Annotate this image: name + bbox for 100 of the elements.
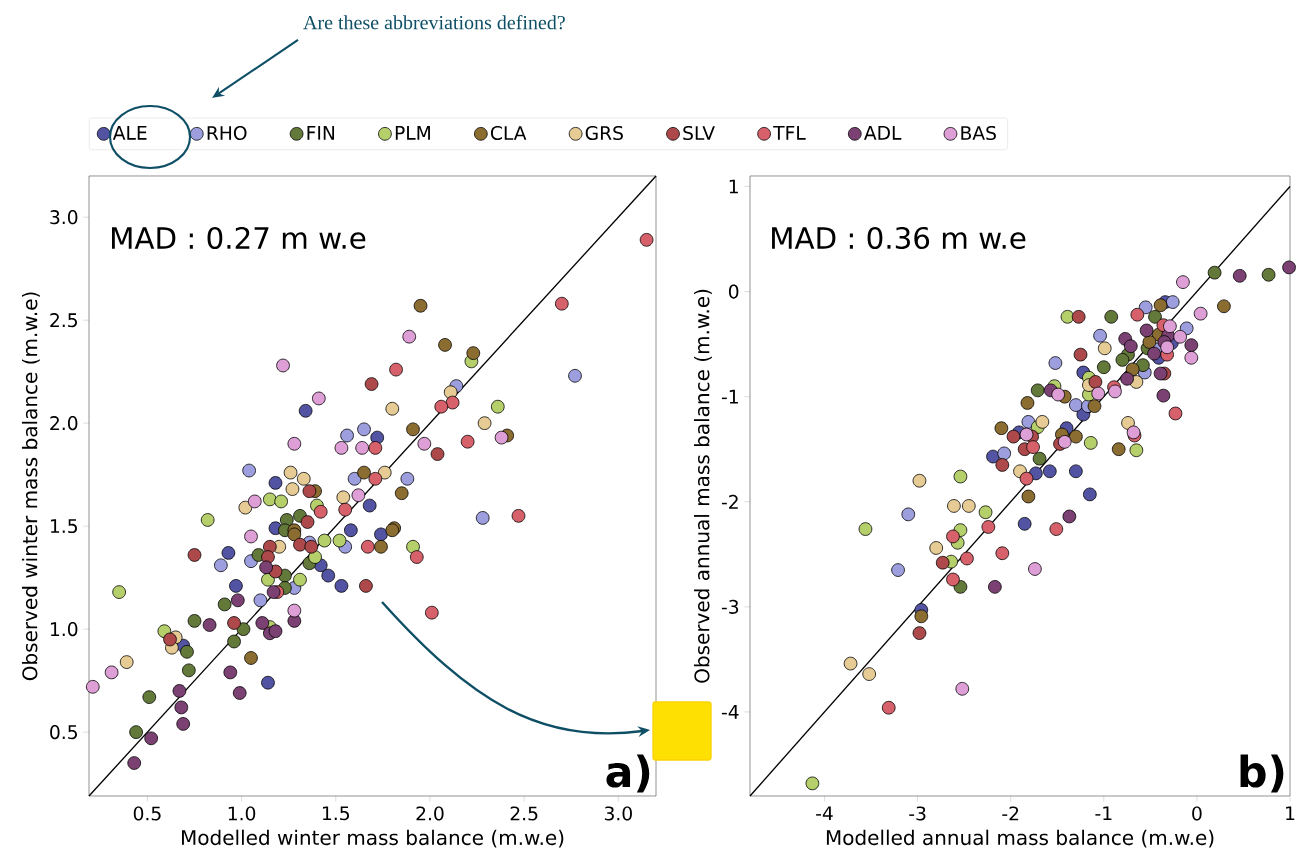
- point: [231, 593, 245, 608]
- legend-label: ADL: [864, 126, 902, 140]
- y-tick-label: -2: [721, 494, 738, 509]
- point: [955, 682, 970, 696]
- y-tick-label: 0.5: [50, 725, 77, 740]
- point: [357, 422, 371, 437]
- y-tick-label: -1: [721, 389, 738, 404]
- point: [1069, 464, 1083, 479]
- point: [1073, 347, 1088, 362]
- point: [1019, 427, 1034, 442]
- point: [978, 505, 993, 520]
- point: [313, 504, 328, 519]
- point: [1232, 269, 1247, 283]
- x-tick-label: 0: [1192, 806, 1202, 821]
- point: [1104, 310, 1119, 324]
- legend-label: TFL: [773, 126, 806, 140]
- point: [362, 498, 377, 513]
- point: [460, 434, 475, 449]
- y-tick-label: 1: [729, 179, 738, 194]
- point: [389, 362, 403, 377]
- point: [490, 399, 505, 414]
- legend-label: ALE: [112, 126, 147, 140]
- point: [1060, 310, 1075, 324]
- point: [287, 603, 302, 618]
- point: [227, 616, 241, 630]
- point: [359, 579, 373, 593]
- point: [1124, 339, 1138, 354]
- point: [1153, 298, 1168, 313]
- point: [1156, 388, 1171, 403]
- point: [308, 550, 322, 564]
- point: [953, 469, 968, 484]
- point: [511, 509, 526, 523]
- point: [368, 441, 383, 455]
- y-tick-label: 1.0: [50, 622, 78, 637]
- point: [1019, 471, 1034, 486]
- point: [351, 488, 366, 503]
- point: [960, 551, 974, 566]
- point: [981, 520, 996, 534]
- point: [119, 655, 134, 669]
- point: [274, 494, 288, 509]
- x-tick-label: -3: [909, 806, 926, 821]
- point: [85, 680, 100, 694]
- point: [368, 471, 383, 486]
- point: [1184, 350, 1199, 365]
- point: [232, 686, 247, 700]
- point: [355, 441, 369, 455]
- legend-label: SLV: [683, 125, 715, 141]
- point: [1035, 415, 1050, 429]
- point: [417, 436, 432, 451]
- point: [445, 395, 460, 410]
- point: [200, 513, 215, 527]
- x-tick-label: 1: [1286, 806, 1295, 820]
- point: [268, 624, 283, 638]
- point: [312, 391, 326, 406]
- point: [1207, 265, 1222, 280]
- point: [997, 446, 1011, 461]
- point: [891, 563, 905, 577]
- annotation: MAD : 0.36 m w.e: [772, 226, 1026, 250]
- point: [555, 296, 569, 311]
- legend-label: RHO: [207, 125, 247, 141]
- point: [946, 529, 960, 544]
- point: [127, 756, 142, 770]
- point: [263, 492, 277, 507]
- legend-label: CLA: [490, 125, 527, 141]
- point: [364, 377, 379, 391]
- x-axis-title: Modelled winter mass balance (m.w.e): [182, 829, 564, 848]
- legend-label: BAS: [961, 125, 996, 141]
- point: [947, 499, 961, 513]
- point: [180, 645, 194, 659]
- point: [227, 634, 241, 649]
- y-tick-label: -3: [721, 599, 739, 614]
- point: [1163, 319, 1177, 334]
- point: [268, 476, 283, 490]
- point: [276, 358, 290, 373]
- point: [1083, 436, 1098, 450]
- point: [174, 700, 189, 715]
- point: [347, 471, 362, 486]
- point: [475, 511, 490, 525]
- point: [1217, 299, 1231, 314]
- y-tick-label: 3.0: [50, 210, 78, 225]
- point: [568, 368, 582, 383]
- point: [994, 421, 1009, 435]
- point: [1115, 353, 1130, 367]
- point: [901, 507, 916, 522]
- point: [1049, 522, 1064, 536]
- point: [1147, 346, 1161, 361]
- point: [858, 522, 873, 536]
- point: [1176, 275, 1190, 289]
- y-tick-label: 0: [728, 284, 739, 299]
- point: [129, 725, 143, 739]
- point: [244, 651, 258, 665]
- point: [163, 632, 177, 647]
- point: [1062, 509, 1077, 524]
- point: [304, 539, 319, 554]
- point: [400, 471, 415, 486]
- point: [1032, 451, 1047, 466]
- point: [1020, 396, 1035, 410]
- point: [912, 626, 927, 640]
- point: [935, 555, 950, 570]
- y-axis-title: Observed winter mass balance (m.w.e): [21, 292, 40, 681]
